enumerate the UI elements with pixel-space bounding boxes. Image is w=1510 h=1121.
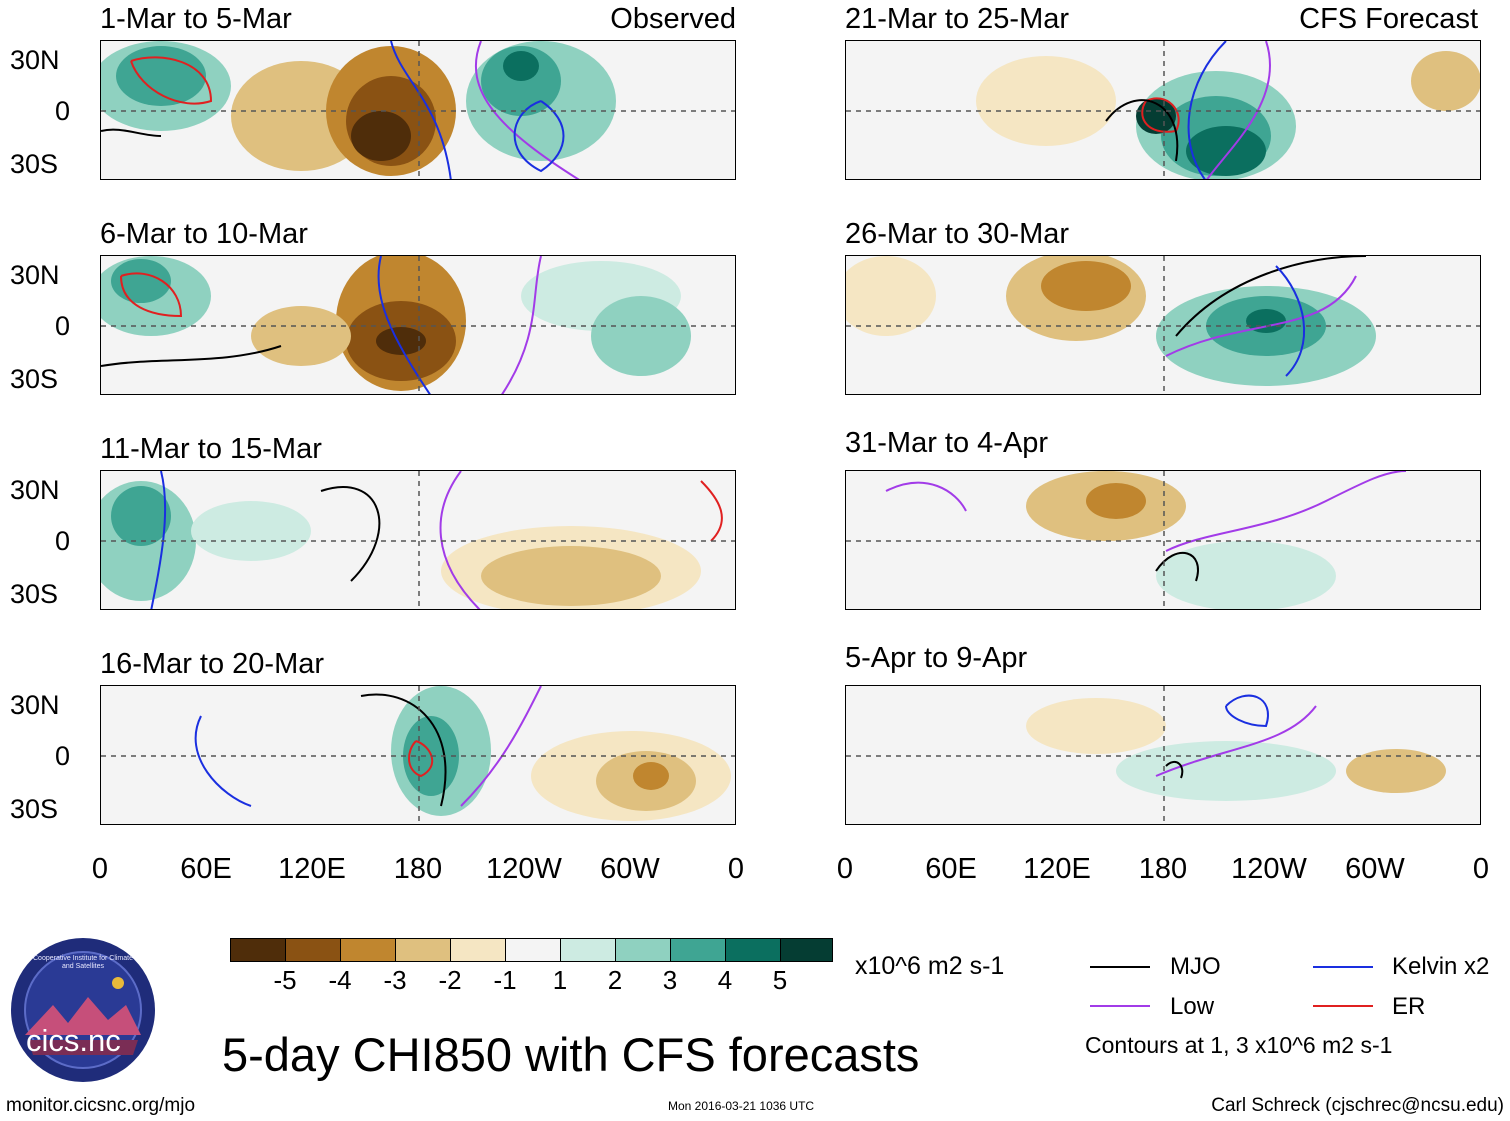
- colorbar-swatch: [340, 938, 396, 962]
- lon-label: 60E: [180, 853, 232, 885]
- logo-icon: [11, 938, 155, 1082]
- footer-timestamp: Mon 2016-03-21 1036 UTC: [668, 1099, 815, 1113]
- lon-label: 0: [1472, 853, 1490, 885]
- map-canvas: [846, 41, 1480, 179]
- footer-url: monitor.cicsnc.org/mjo: [6, 1095, 196, 1116]
- lon-label: 180: [393, 853, 443, 885]
- panel-title-fcst-1: 21-Mar to 25-Mar: [845, 3, 1070, 35]
- map-panel-obs-2: [100, 255, 736, 395]
- logo-text: cics.nc: [26, 1023, 121, 1058]
- lon-label: 120E: [1023, 853, 1091, 885]
- colorbar-swatch: [670, 938, 726, 962]
- map-panel-obs-1: [100, 40, 736, 180]
- map-canvas: [101, 256, 735, 394]
- observed-label: Observed: [610, 3, 736, 35]
- map-canvas: [846, 256, 1480, 394]
- lat-label-eq: 0: [55, 741, 71, 771]
- lon-label: 120W: [1231, 853, 1307, 885]
- legend-line-kelvin: [1313, 966, 1373, 968]
- colorbar-swatch: [450, 938, 506, 962]
- map-panel-fcst-2: [845, 255, 1481, 395]
- colorbar-label: 2: [607, 965, 623, 995]
- forecast-label: CFS Forecast: [1299, 3, 1478, 35]
- lon-label: 0: [727, 853, 745, 885]
- cicsnc-logo: cics.nc Cooperative Institute for Climat…: [8, 935, 158, 1085]
- lon-label: 120E: [278, 853, 346, 885]
- colorbar-swatch: [615, 938, 671, 962]
- colorbar-label: -2: [438, 965, 462, 995]
- colorbar-label: 1: [552, 965, 568, 995]
- lat-label-eq: 0: [55, 526, 71, 556]
- legend-label-low: Low: [1170, 993, 1215, 1020]
- lat-label-30s: 30S: [10, 579, 59, 609]
- map-canvas: [101, 471, 735, 609]
- lat-label-30n: 30N: [10, 475, 60, 505]
- lat-label-30n: 30N: [10, 260, 60, 290]
- footer-author: Carl Schreck (cjschrec@ncsu.edu): [1211, 1095, 1504, 1116]
- colorbar-swatch: [395, 938, 451, 962]
- colorbar-swatch: [725, 938, 781, 962]
- map-canvas: [846, 471, 1480, 609]
- map-panel-fcst-4: [845, 685, 1481, 825]
- lat-label-30s: 30S: [10, 364, 59, 394]
- legend-line-er: [1313, 1005, 1373, 1007]
- colorbar-label: 5: [772, 965, 788, 995]
- colorbar-swatch: [560, 938, 616, 962]
- map-canvas: [101, 686, 735, 824]
- colorbar-label: -5: [273, 965, 297, 995]
- lat-label-30n: 30N: [10, 45, 60, 75]
- colorbar-label: -4: [328, 965, 352, 995]
- panel-title-fcst-4: 5-Apr to 9-Apr: [845, 642, 1028, 674]
- main-title: 5-day CHI850 with CFS forecasts: [222, 1028, 920, 1081]
- colorbar-swatch: [285, 938, 341, 962]
- map-panel-obs-3: [100, 470, 736, 610]
- lon-label: 60W: [1345, 853, 1405, 885]
- lat-label-eq: 0: [55, 311, 71, 341]
- panel-title-obs-3: 11-Mar to 15-Mar: [100, 433, 322, 465]
- colorbar-swatch: [505, 938, 561, 962]
- legend-line-mjo: [1090, 966, 1150, 968]
- colorbar-label: -3: [383, 965, 407, 995]
- colorbar-swatch: [230, 938, 286, 962]
- panel-title-obs-4: 16-Mar to 20-Mar: [100, 648, 325, 680]
- colorbar-label: 4: [717, 965, 733, 995]
- map-panel-fcst-3: [845, 470, 1481, 610]
- panel-title-obs-2: 6-Mar to 10-Mar: [100, 218, 308, 250]
- panel-title-fcst-3: 31-Mar to 4-Apr: [845, 427, 1049, 459]
- lat-label-30s: 30S: [10, 149, 59, 179]
- colorbar-swatch: [780, 938, 833, 962]
- colorbar-units: x10^6 m2 s-1: [855, 952, 1005, 980]
- colorbar-label: -1: [493, 965, 517, 995]
- map-canvas: [846, 686, 1480, 824]
- lon-label: 180: [1138, 853, 1188, 885]
- legend-line-low: [1090, 1005, 1150, 1007]
- legend-label-mjo: MJO: [1170, 953, 1221, 980]
- map-panel-obs-4: [100, 685, 736, 825]
- panel-title-fcst-2: 26-Mar to 30-Mar: [845, 218, 1070, 250]
- panel-title-obs-1: 1-Mar to 5-Mar: [100, 3, 292, 35]
- lon-label: 0: [91, 853, 109, 885]
- lon-label: 60E: [925, 853, 977, 885]
- lon-label: 120W: [486, 853, 562, 885]
- lon-label: 60W: [600, 853, 660, 885]
- colorbar-label: 3: [662, 965, 678, 995]
- contours-note: Contours at 1, 3 x10^6 m2 s-1: [1085, 1032, 1393, 1058]
- map-panel-fcst-1: [845, 40, 1481, 180]
- lat-label-eq: 0: [55, 96, 71, 126]
- lat-label-30s: 30S: [10, 794, 59, 824]
- logo-ring-text: Cooperative Institute for Climate and Sa…: [33, 955, 133, 970]
- lat-label-30n: 30N: [10, 690, 60, 720]
- map-canvas: [101, 41, 735, 179]
- legend-label-er: ER: [1392, 993, 1426, 1020]
- lon-label: 0: [836, 853, 854, 885]
- legend-label-kelvin: Kelvin x2: [1392, 953, 1490, 980]
